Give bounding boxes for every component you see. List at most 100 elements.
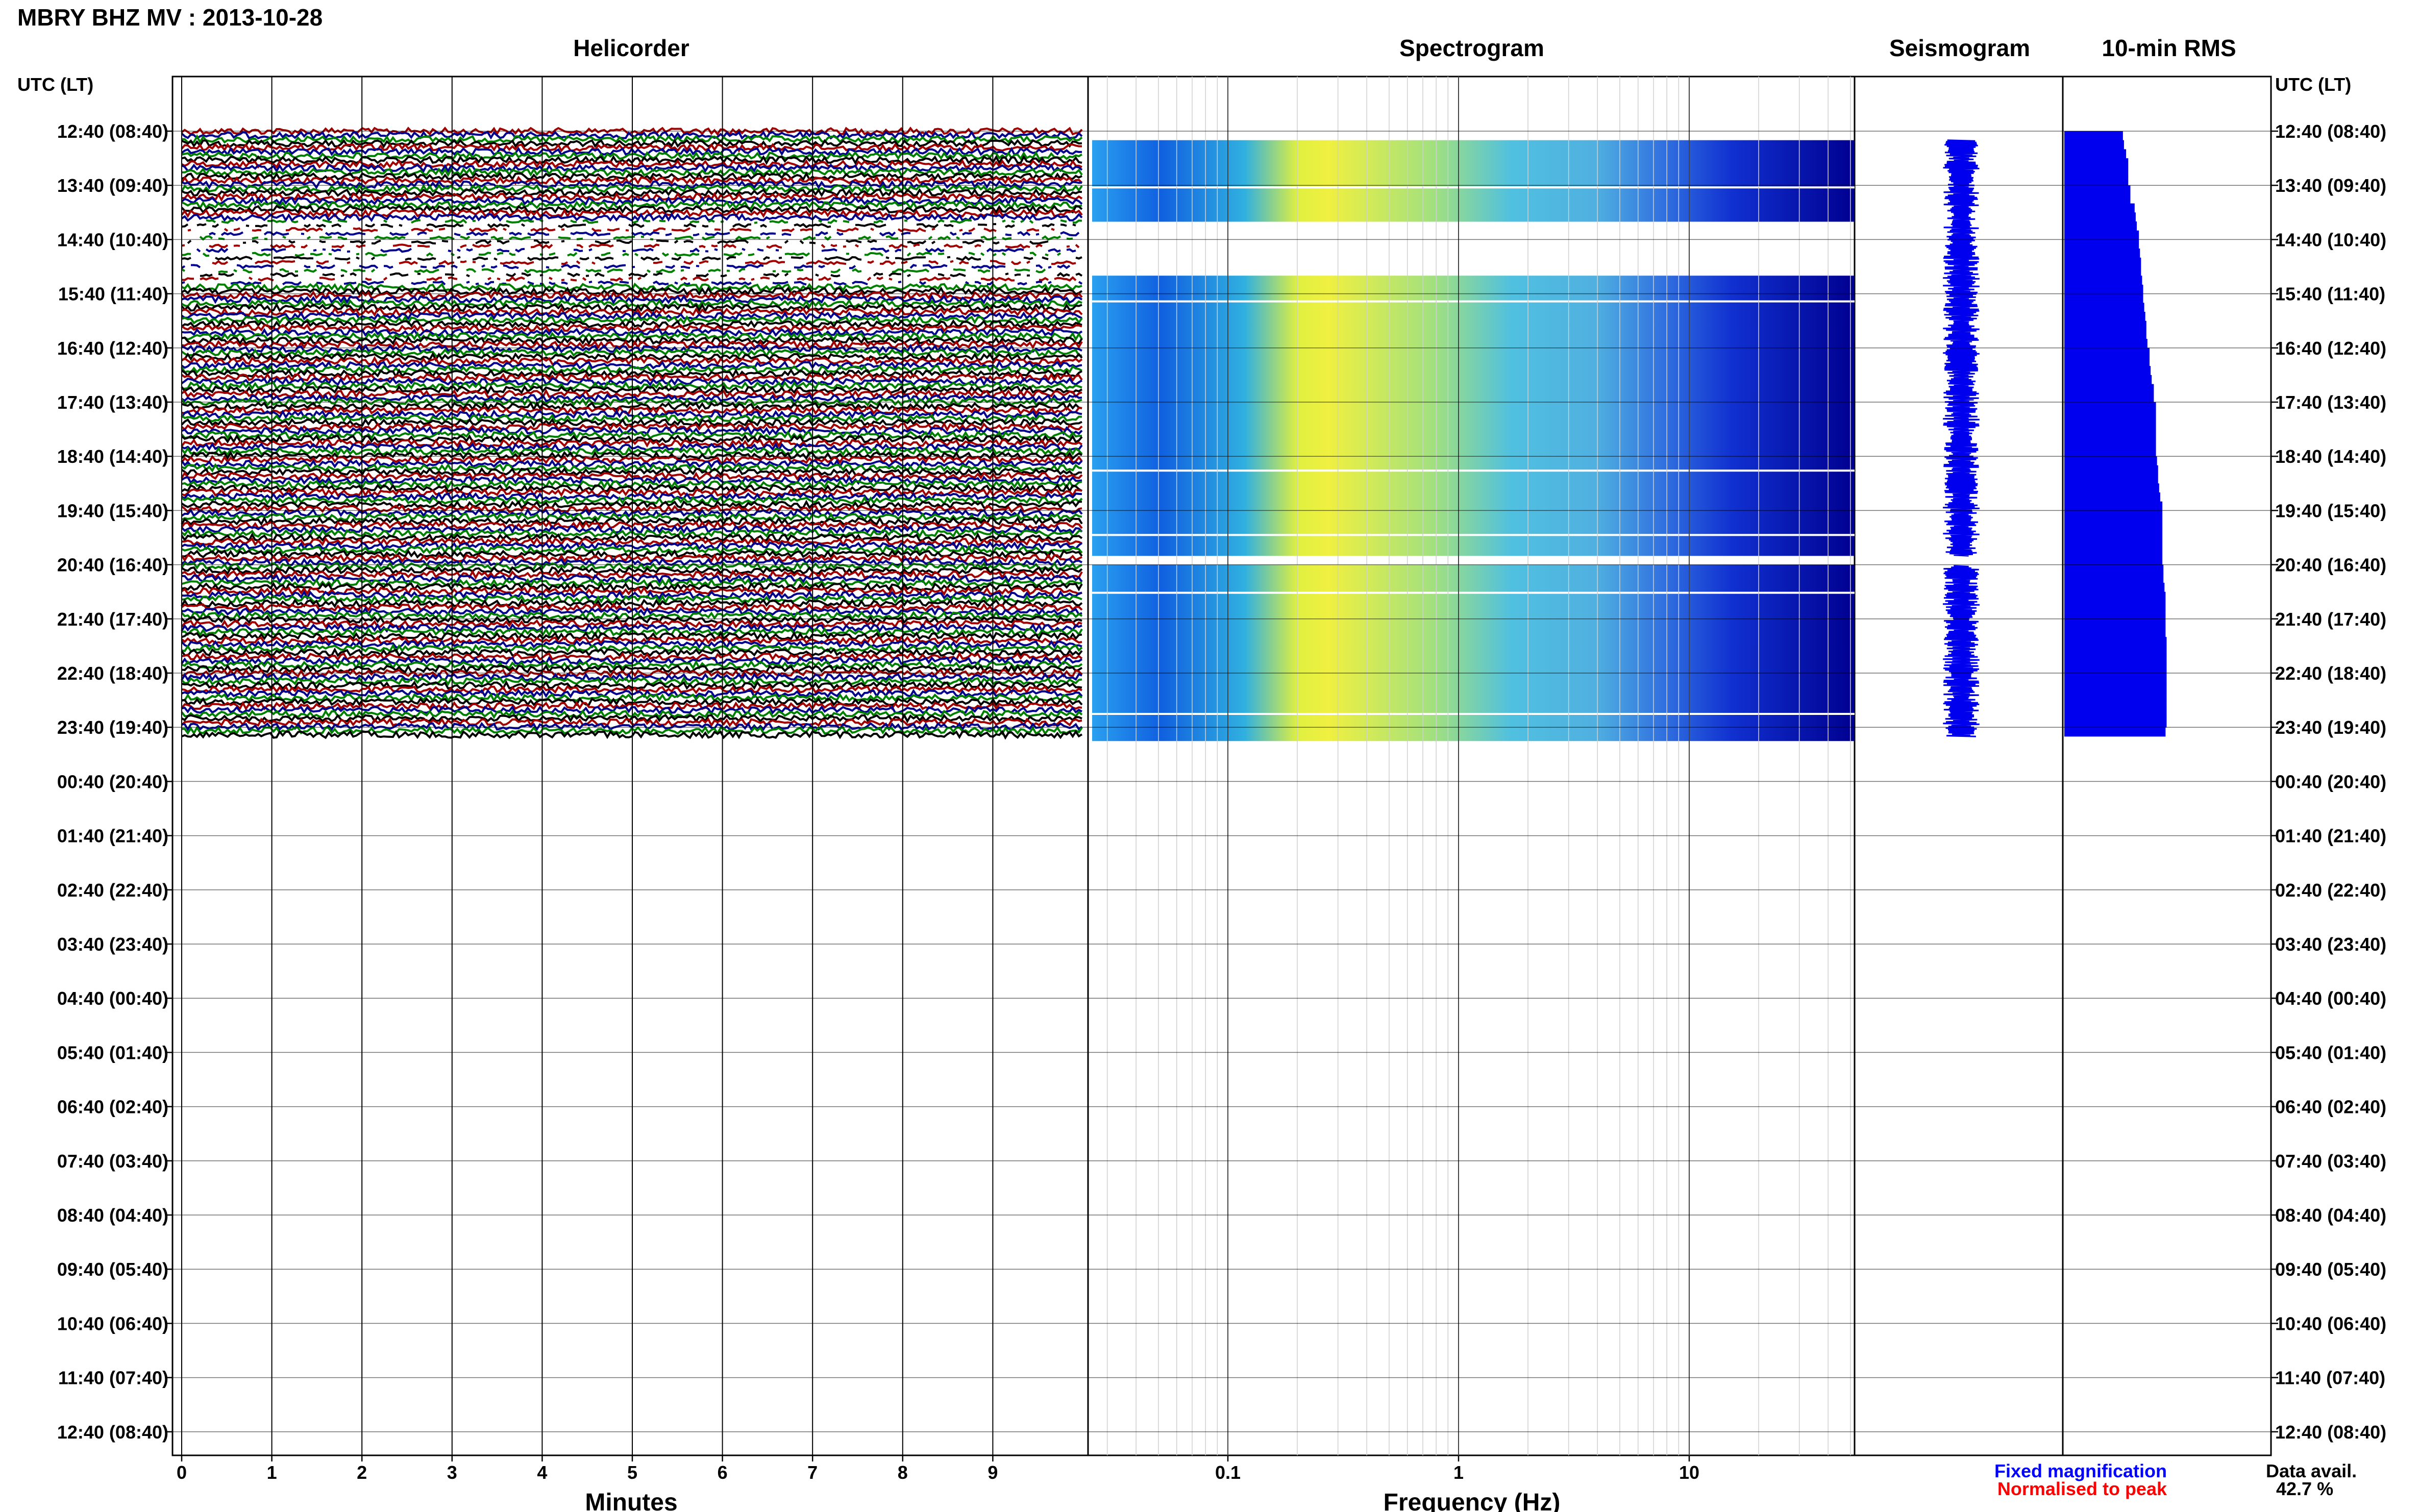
rms-bar xyxy=(2064,510,2163,520)
helicorder-trace-line xyxy=(181,276,1077,282)
time-axis-label-right: UTC (LT) xyxy=(2275,74,2351,95)
spectrogram-row xyxy=(1092,713,1855,718)
spectrogram-row xyxy=(1092,379,1855,385)
rms-bar xyxy=(2064,474,2158,484)
legend-normalised-to-peak: Normalised to peak xyxy=(1997,1478,2167,1499)
spectrogram-row xyxy=(1092,632,1855,637)
time-label-right: 08:40 (04:40) xyxy=(2275,1205,2386,1226)
rms-bar xyxy=(2064,673,2167,683)
rms-title: 10-min RMS xyxy=(2102,35,2236,61)
rms-bar xyxy=(2064,411,2156,420)
rms-bar xyxy=(2064,293,2143,303)
spectrogram-row xyxy=(1092,415,1855,420)
rms-bar xyxy=(2064,537,2163,547)
time-label-right: 05:40 (01:40) xyxy=(2275,1042,2386,1063)
minute-tick-label: 2 xyxy=(357,1462,367,1483)
minute-tick-label: 7 xyxy=(807,1462,818,1483)
axis-ticks: 12:40 (08:40) 12:40 (08:40) 13:40 (09:40) 1… xyxy=(57,121,2386,1483)
rms-bar xyxy=(2064,420,2156,430)
helicorder-trace-line xyxy=(182,253,1067,256)
spectrogram-row xyxy=(1092,167,1855,172)
rms-bar xyxy=(2064,158,2129,168)
helicorder-title: Helicorder xyxy=(573,35,689,61)
time-label-right: 12:40 (08:40) xyxy=(2275,1422,2386,1443)
time-label-right: 09:40 (05:40) xyxy=(2275,1259,2386,1280)
spectrogram-row xyxy=(1092,497,1855,502)
spectrogram-row xyxy=(1092,732,1855,737)
spectrogram-row xyxy=(1092,447,1855,452)
time-label-left: 17:40 (13:40) xyxy=(57,392,168,413)
rms-bar xyxy=(2064,303,2144,312)
spectrogram-title: Spectrogram xyxy=(1399,35,1544,61)
helicorder-trace-line xyxy=(181,280,1083,286)
spectrogram-row xyxy=(1092,686,1855,691)
minute-tick-label: 5 xyxy=(627,1462,637,1483)
rms-bar xyxy=(2064,519,2163,529)
helicorder-trace-line xyxy=(181,256,1082,261)
spectrogram-row xyxy=(1092,723,1855,728)
rms-bar xyxy=(2064,583,2165,592)
rms-bar xyxy=(2064,203,2135,213)
rms-bar xyxy=(2064,492,2160,502)
rms-bar xyxy=(2064,167,2129,177)
spectrogram-row xyxy=(1092,293,1855,299)
time-label-left: 01:40 (21:40) xyxy=(57,826,168,847)
time-label-right: 17:40 (13:40) xyxy=(2275,392,2386,413)
rms-bar xyxy=(2064,682,2167,691)
spectrogram-row xyxy=(1092,352,1855,357)
rms-bar xyxy=(2064,700,2167,710)
time-label-left: 14:40 (10:40) xyxy=(57,229,168,250)
spectrogram-row xyxy=(1092,442,1855,448)
seismogram-trace xyxy=(1942,139,1980,737)
rms-bar xyxy=(2064,230,2139,240)
minute-tick-label: 6 xyxy=(718,1462,728,1483)
spectrogram-row xyxy=(1092,154,1855,159)
rms-bar xyxy=(2064,637,2167,647)
spectrogram-row xyxy=(1092,307,1855,312)
spectrogram-row xyxy=(1092,528,1855,534)
spectrogram-row xyxy=(1092,483,1855,488)
time-label-right: 00:40 (20:40) xyxy=(2275,771,2386,792)
rms-bar xyxy=(2064,429,2156,439)
time-label-right: 03:40 (23:40) xyxy=(2275,934,2386,955)
helicorder-trace-line xyxy=(209,231,1080,237)
time-label-right: 12:40 (08:40) xyxy=(2275,121,2386,142)
spectrogram-row xyxy=(1092,339,1855,344)
spectrogram-row xyxy=(1092,190,1855,195)
minute-tick-label: 1 xyxy=(267,1462,277,1483)
rms-bar xyxy=(2064,393,2154,403)
time-label-right: 06:40 (02:40) xyxy=(2275,1097,2386,1118)
spectrogram-row xyxy=(1092,176,1855,181)
rms-bar xyxy=(2064,591,2166,601)
rms-bar xyxy=(2064,221,2137,231)
time-label-left: 22:40 (18:40) xyxy=(57,663,168,684)
spectrogram-row xyxy=(1092,709,1855,714)
spectrogram-row xyxy=(1092,614,1855,619)
helicorder-frame xyxy=(171,76,1089,1456)
spectrogram-row xyxy=(1092,330,1855,335)
rms-bar xyxy=(2064,709,2167,718)
time-label-left: 13:40 (09:40) xyxy=(57,175,168,196)
spectrogram-row xyxy=(1092,398,1855,403)
spectrogram-row xyxy=(1092,519,1855,525)
spectrogram-row xyxy=(1092,393,1855,398)
time-label-right: 21:40 (17:40) xyxy=(2275,609,2386,630)
rms-bar xyxy=(2064,483,2159,493)
time-label-left: 06:40 (02:40) xyxy=(57,1097,168,1118)
spectrogram-row xyxy=(1092,208,1855,213)
rms-bar xyxy=(2064,628,2166,637)
minute-tick-label: 0 xyxy=(177,1462,187,1483)
spectrogram-row xyxy=(1092,284,1855,290)
legend-fixed-magnification: Fixed magnification xyxy=(1994,1460,2167,1481)
spectrogram-row xyxy=(1092,456,1855,461)
time-axis-label-left: UTC (LT) xyxy=(17,74,93,95)
rms-bar xyxy=(2064,149,2127,159)
spectrogram-row xyxy=(1092,736,1855,741)
spectrogram-row xyxy=(1092,524,1855,529)
spectrogram-row xyxy=(1092,212,1855,217)
spectrogram-row xyxy=(1092,668,1855,674)
spectrogram-row xyxy=(1092,501,1855,507)
spectrogram-row xyxy=(1092,605,1855,610)
time-label-left: 04:40 (00:40) xyxy=(57,988,168,1009)
